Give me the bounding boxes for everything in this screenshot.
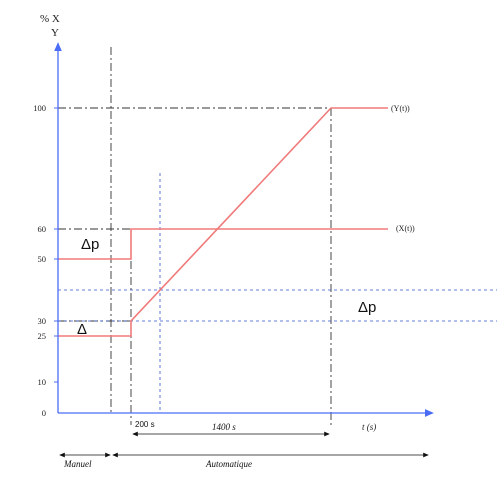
y-axis-label-line1: % X [40,13,60,25]
curves [58,107,388,337]
y-tick-0: 0 [42,408,46,418]
y-axis-label-line2: Y [51,27,59,39]
y-tick-60: 60 [38,224,47,234]
y-tick-10: 10 [38,377,47,387]
y-curve [58,107,388,337]
x-axis-label: t (s) [362,422,376,432]
y-tick-marks [54,107,58,383]
mode-manual-label: Manuel [63,459,92,469]
mode-automatic-label: Automatique [205,459,252,469]
x-curve [58,228,388,260]
delta-p-left: Δp [81,236,99,253]
delta-p-right: Δp [358,299,376,316]
y-curve-label: (Y(t)) [391,104,410,113]
y-tick-50: 50 [38,254,47,264]
y-tick-25: 25 [38,331,47,341]
delta-left: Δ [77,321,87,338]
interval-1400-label: 1400 s [212,422,236,432]
y-tick-100: 100 [33,103,46,113]
interval-200-label: 200 s [135,420,155,429]
blue-guides [58,173,497,413]
x-curve-label: (X(t)) [396,224,415,233]
y-tick-30: 30 [38,316,47,326]
